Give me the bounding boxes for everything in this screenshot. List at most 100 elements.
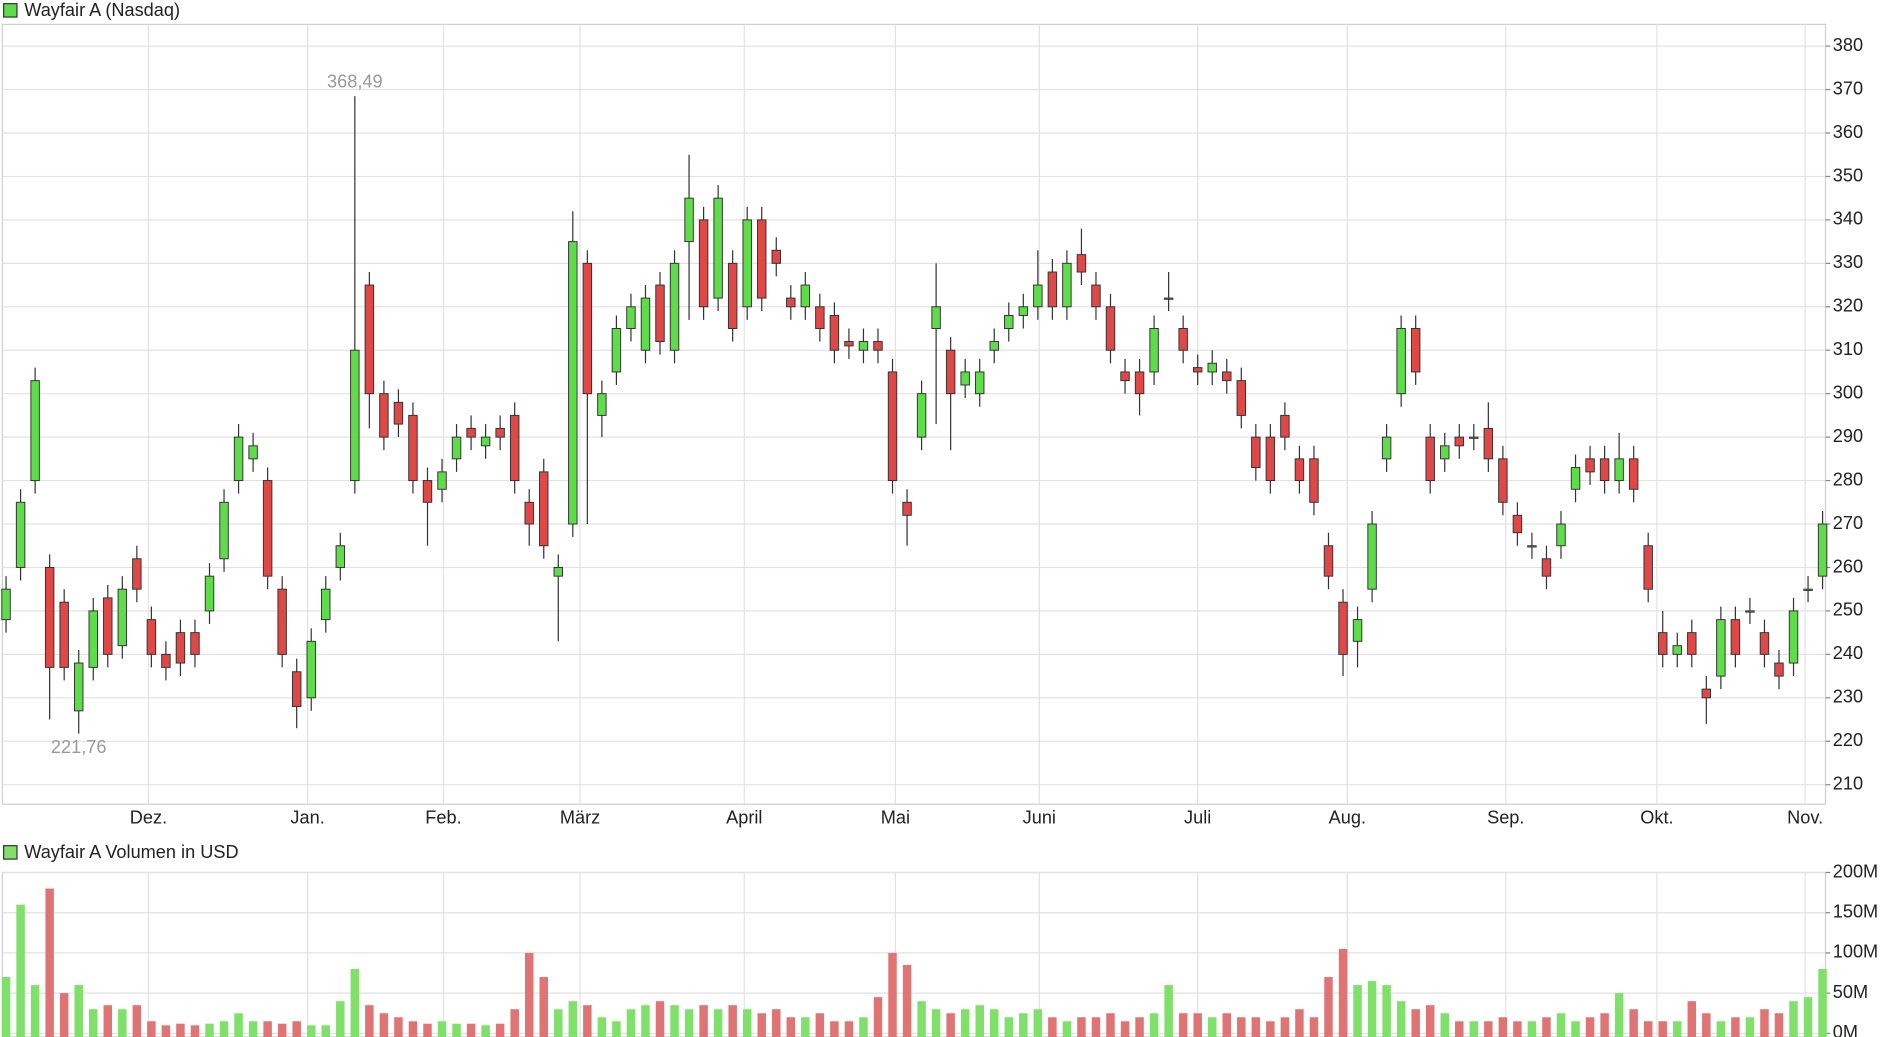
candle-body bbox=[350, 349, 360, 482]
candle-body bbox=[1556, 523, 1566, 547]
candle-body bbox=[1483, 427, 1494, 460]
volume-bar bbox=[1164, 985, 1173, 1037]
candle-body bbox=[1658, 632, 1668, 655]
candle-body bbox=[219, 501, 229, 560]
volume-bar bbox=[830, 1021, 839, 1037]
volume-plot-frame bbox=[1, 871, 1827, 1037]
volume-bar bbox=[89, 1009, 98, 1037]
candle-body bbox=[902, 501, 912, 516]
candle-body bbox=[1323, 545, 1334, 577]
candle-body bbox=[1367, 523, 1377, 590]
volume-bar bbox=[1760, 1009, 1769, 1037]
x-tick-label: Dez. bbox=[130, 808, 167, 828]
candle-body bbox=[15, 501, 26, 568]
candle-body bbox=[1338, 601, 1348, 655]
volume-bar bbox=[481, 1025, 490, 1037]
candle-body bbox=[887, 371, 898, 482]
volume-bar bbox=[699, 1005, 708, 1037]
volume-bar bbox=[350, 969, 360, 1037]
y-tick-label: 300 bbox=[1833, 382, 1863, 402]
candle-body bbox=[364, 284, 375, 395]
candle-body bbox=[684, 197, 694, 243]
volume-bar bbox=[1702, 1013, 1711, 1037]
volume-bar bbox=[74, 985, 83, 1037]
candle-body bbox=[1265, 436, 1276, 482]
volume-bar bbox=[336, 1001, 345, 1037]
volume-bar bbox=[437, 1021, 447, 1037]
candle-body bbox=[161, 653, 171, 668]
x-tick-label: Juni bbox=[1023, 808, 1056, 828]
candle-body bbox=[582, 262, 593, 395]
candle-body bbox=[655, 284, 665, 343]
candle-body bbox=[1163, 297, 1174, 300]
candle-body bbox=[466, 427, 476, 438]
candle-body bbox=[1716, 619, 1726, 677]
volume-bar bbox=[1382, 985, 1391, 1037]
volume-bar bbox=[161, 1025, 171, 1037]
candle-body bbox=[1192, 367, 1203, 373]
volume-bar bbox=[742, 1009, 752, 1037]
candle-body bbox=[626, 306, 636, 329]
candle-body bbox=[306, 640, 316, 699]
candle-body bbox=[233, 436, 244, 482]
x-tick-label: Aug. bbox=[1329, 808, 1366, 828]
volume-bar bbox=[365, 1005, 374, 1037]
volume-bar bbox=[423, 1023, 432, 1037]
candle-body bbox=[1120, 371, 1130, 382]
volume-bar bbox=[1745, 1017, 1755, 1037]
legend-label: Wayfair A Volumen in USD bbox=[24, 842, 238, 862]
candle-body bbox=[873, 341, 883, 351]
candle-body bbox=[422, 480, 433, 503]
volume-bar bbox=[917, 1001, 926, 1037]
candle-body bbox=[553, 566, 564, 577]
volume-bar bbox=[1237, 1017, 1246, 1037]
y-tick-label: 280 bbox=[1833, 469, 1863, 489]
y-tick-label: 50M bbox=[1833, 982, 1868, 1002]
candle-body bbox=[1309, 458, 1319, 503]
x-tick-label: Feb. bbox=[425, 808, 461, 828]
candle-body bbox=[408, 414, 418, 482]
volume-bar bbox=[1280, 1017, 1290, 1037]
volume-bar bbox=[1353, 985, 1362, 1037]
volume-bar bbox=[539, 977, 548, 1037]
candle-body bbox=[1512, 514, 1523, 534]
volume-bar bbox=[205, 1023, 214, 1037]
candle-body bbox=[1527, 545, 1537, 548]
volume-bar bbox=[394, 1017, 403, 1037]
volume-bar bbox=[45, 888, 54, 1037]
volume-bar bbox=[59, 993, 69, 1037]
candle-body bbox=[1701, 688, 1712, 699]
candle-body bbox=[611, 328, 622, 373]
y-tick-label: 270 bbox=[1833, 513, 1863, 533]
candle-body bbox=[379, 393, 389, 438]
volume-bar bbox=[1309, 1017, 1319, 1037]
volume-bar bbox=[379, 1013, 389, 1037]
candle-body bbox=[1440, 445, 1450, 460]
volume-bar bbox=[713, 1009, 723, 1037]
volume-bar bbox=[1614, 993, 1624, 1037]
candle-body bbox=[1730, 619, 1741, 655]
candle-body bbox=[1352, 619, 1363, 642]
x-tick-label: Jan. bbox=[290, 808, 324, 828]
candle-body bbox=[1381, 436, 1392, 460]
volume-bar bbox=[263, 1021, 272, 1037]
candle-body bbox=[1076, 254, 1087, 273]
candle-body bbox=[103, 597, 113, 655]
candle-body bbox=[1628, 458, 1639, 490]
volume-bar bbox=[1, 977, 11, 1037]
candle-body bbox=[1033, 284, 1043, 308]
annotation: 368,49 bbox=[327, 71, 383, 91]
volume-bar bbox=[1600, 1013, 1609, 1037]
candle-body bbox=[1222, 371, 1232, 382]
volume-bar bbox=[626, 1009, 636, 1037]
volume-bar bbox=[772, 1009, 781, 1037]
volume-bar bbox=[1425, 1005, 1435, 1037]
volume-bar bbox=[1687, 1001, 1697, 1037]
x-tick-label: Sep. bbox=[1487, 808, 1524, 828]
volume-bar bbox=[248, 1021, 258, 1037]
candle-body bbox=[1, 588, 11, 621]
candle-body bbox=[1178, 328, 1188, 351]
candle-body bbox=[73, 662, 84, 712]
candle-body bbox=[1236, 380, 1247, 416]
candle-body bbox=[916, 393, 927, 438]
